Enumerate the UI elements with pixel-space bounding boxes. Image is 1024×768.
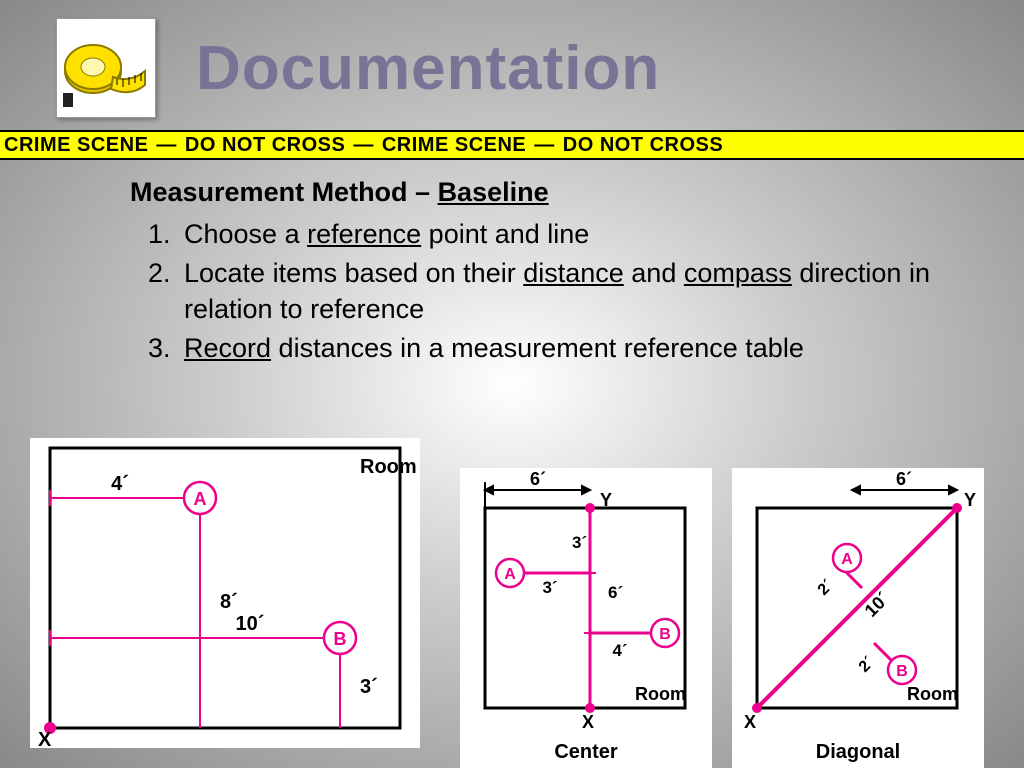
step-3: Record distances in a measurement refere… bbox=[178, 330, 984, 366]
t: Record bbox=[184, 333, 271, 363]
measuring-tape-icon bbox=[56, 18, 156, 118]
header: Documentation bbox=[0, 0, 1024, 130]
node-x: X bbox=[38, 729, 52, 748]
t: distance bbox=[523, 258, 624, 288]
node-b: B bbox=[334, 629, 347, 649]
t: and bbox=[624, 258, 684, 288]
diagram-diagonal: 6´ X Y A B 10´ 2´ 2´ Room Diagonal bbox=[732, 468, 984, 768]
caption: Center bbox=[554, 741, 618, 763]
tape-seg: DO NOT CROSS bbox=[181, 134, 349, 157]
tape-seg: DO NOT CROSS bbox=[559, 134, 727, 157]
caption: Diagonal bbox=[816, 741, 900, 763]
diagrams-row: Room A B X 4´ 8´ 10´ 3´ bbox=[0, 438, 1024, 768]
step-2: Locate items based on their distance and… bbox=[178, 255, 984, 328]
node-a: A bbox=[194, 489, 207, 509]
m: 6´ bbox=[608, 583, 623, 602]
node-x: X bbox=[582, 712, 594, 732]
node-b: B bbox=[659, 626, 671, 643]
tape-seg: CRIME SCENE bbox=[0, 134, 152, 157]
content: Measurement Method – Baseline Choose a r… bbox=[0, 160, 1024, 366]
diagram-center: 6´ Y X A B 3´ 3´ bbox=[460, 468, 712, 768]
node-y: Y bbox=[600, 490, 612, 510]
t: compass bbox=[684, 258, 792, 288]
room-label: Room bbox=[907, 684, 958, 704]
m: 4´ bbox=[111, 473, 129, 495]
method-name: Baseline bbox=[438, 177, 549, 207]
node-x: X bbox=[744, 712, 756, 732]
m: 3´ bbox=[572, 533, 587, 552]
crime-scene-tape: CRIME SCENE — DO NOT CROSS — CRIME SCENE… bbox=[0, 130, 1024, 160]
m: 10´ bbox=[236, 613, 265, 635]
room-label: Room bbox=[360, 456, 417, 478]
node-a: A bbox=[504, 566, 516, 583]
room-label: Room bbox=[635, 684, 686, 704]
tape-seg: CRIME SCENE bbox=[378, 134, 530, 157]
diagram-room: Room A B X 4´ 8´ 10´ 3´ bbox=[30, 438, 420, 748]
tape-seg: — bbox=[530, 134, 559, 157]
m: 8´ bbox=[220, 591, 238, 613]
t: point and line bbox=[421, 219, 589, 249]
m: 4´ bbox=[612, 641, 627, 660]
steps-list: Choose a reference point and line Locate… bbox=[130, 216, 984, 366]
method-prefix: Measurement Method – bbox=[130, 177, 438, 207]
node-y: Y bbox=[964, 490, 976, 510]
t: reference bbox=[307, 219, 421, 249]
m: 6´ bbox=[530, 469, 546, 489]
page-title: Documentation bbox=[196, 33, 660, 104]
tape-seg: — bbox=[152, 134, 181, 157]
t: Choose a bbox=[184, 219, 307, 249]
node-a: A bbox=[841, 551, 853, 568]
method-heading: Measurement Method – Baseline bbox=[130, 174, 984, 210]
m: 3´ bbox=[360, 676, 378, 698]
m: 3´ bbox=[542, 578, 557, 597]
t: distances in a measurement reference tab… bbox=[271, 333, 804, 363]
tape-seg: — bbox=[349, 134, 378, 157]
t: Locate items based on their bbox=[184, 258, 523, 288]
m: 6´ bbox=[896, 469, 912, 489]
step-1: Choose a reference point and line bbox=[178, 216, 984, 252]
node-b: B bbox=[896, 663, 908, 680]
